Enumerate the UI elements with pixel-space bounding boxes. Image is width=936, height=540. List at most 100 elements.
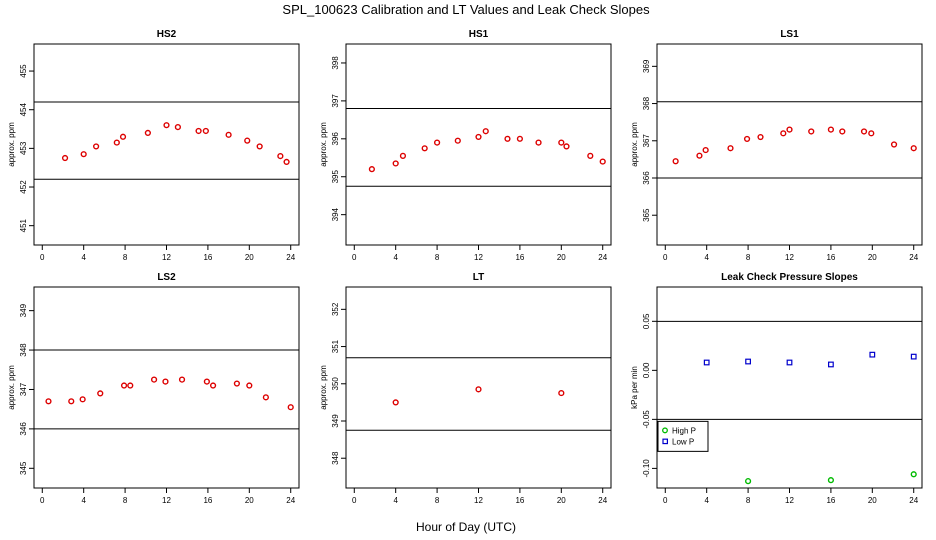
data-point — [392, 399, 399, 406]
data-point — [839, 128, 846, 135]
panels: HS2 0 4 8 12 16 20 24 451 452 453 454 455 approx. ppm… — [7, 29, 923, 505]
data-point — [283, 158, 290, 165]
panel-title: LT — [473, 272, 484, 283]
x-tick-label: 24 — [909, 253, 918, 262]
x-tick-label: 16 — [515, 253, 524, 262]
y-axis-label: approx. ppm — [630, 122, 639, 167]
data-point — [233, 380, 240, 387]
data-point — [119, 133, 127, 140]
data-point — [202, 127, 209, 135]
y-tick-label: 348 — [331, 451, 340, 465]
y-tick-label: 369 — [642, 59, 651, 73]
x-tick-label: 20 — [557, 253, 566, 262]
x-tick-label: 12 — [474, 496, 483, 505]
data-point — [910, 145, 917, 152]
data-point — [827, 126, 835, 133]
data-point — [516, 135, 524, 142]
data-point — [587, 152, 594, 159]
data-point — [786, 126, 793, 133]
data-point — [244, 137, 251, 144]
x-tick-label: 4 — [81, 253, 86, 262]
x-tick-label: 12 — [785, 253, 794, 262]
data-point — [780, 130, 787, 137]
data-point — [127, 382, 134, 389]
x-tick-label: 4 — [393, 253, 398, 262]
y-tick-label: 347 — [19, 382, 28, 396]
plot-frame — [345, 43, 612, 246]
data-point — [808, 128, 815, 135]
x-tick-label: 16 — [203, 253, 212, 262]
y-axis-label: approx. ppm — [7, 365, 16, 410]
x-tick-label: 20 — [245, 496, 254, 505]
data-point — [79, 396, 86, 403]
data-point — [225, 131, 232, 138]
y-tick-label: 366 — [642, 171, 651, 185]
data-point — [256, 143, 263, 150]
figure-title: SPL_100623 Calibration and LT Values and… — [282, 2, 650, 17]
data-point — [745, 358, 751, 365]
y-tick-label: 452 — [19, 180, 28, 194]
panel-1: HS1 0 4 8 12 16 20 24 394 395 396 397 398 approx. ppm — [319, 29, 612, 262]
plot-frame — [656, 43, 923, 246]
data-point — [120, 382, 128, 389]
data-point — [433, 139, 441, 146]
data-point — [910, 353, 917, 360]
data-point — [890, 141, 898, 148]
x-tick-label: 20 — [868, 496, 877, 505]
x-tick-label: 24 — [909, 496, 918, 505]
x-tick-label: 4 — [81, 496, 86, 505]
figure-x-label: Hour of Day (UTC) — [416, 520, 516, 534]
data-point — [392, 160, 399, 167]
panel-title: LS1 — [780, 29, 799, 40]
data-point — [475, 386, 482, 393]
data-point — [93, 143, 100, 150]
x-tick-label: 0 — [40, 496, 45, 505]
y-axis-label: kPa per min — [630, 366, 639, 409]
y-axis-label: approx. ppm — [7, 122, 16, 167]
y-tick-label: 345 — [19, 461, 28, 475]
x-tick-label: 12 — [162, 496, 171, 505]
legend-marker — [662, 438, 669, 445]
x-tick-label: 16 — [515, 496, 524, 505]
panel-title: HS2 — [157, 29, 177, 40]
data-point — [287, 404, 294, 411]
data-point — [45, 398, 52, 405]
x-tick-label: 4 — [393, 496, 398, 505]
data-point — [744, 478, 752, 485]
y-tick-label: 351 — [331, 339, 340, 353]
legend-label: Low P — [672, 437, 694, 446]
y-tick-label: 349 — [331, 414, 340, 428]
data-point — [860, 128, 868, 135]
x-tick-label: 20 — [868, 253, 877, 262]
y-tick-label: 350 — [331, 377, 340, 391]
data-point — [80, 151, 87, 158]
x-tick-label: 16 — [826, 496, 835, 505]
panel-5: Leak Check Pressure Slopes 0 4 8 12 16 20 24 -0.… — [630, 272, 923, 505]
plot-frame — [33, 286, 300, 489]
data-point — [262, 394, 269, 401]
data-point — [174, 124, 181, 131]
y-tick-label: 453 — [19, 141, 28, 155]
data-point — [162, 378, 169, 385]
data-point — [97, 390, 104, 397]
panel-title: Leak Check Pressure Slopes — [721, 272, 858, 283]
data-point — [535, 139, 542, 146]
x-tick-label: 12 — [785, 496, 794, 505]
data-point — [61, 154, 69, 162]
y-tick-label: 349 — [19, 303, 28, 317]
y-tick-label: 365 — [642, 208, 651, 222]
x-tick-label: 20 — [245, 253, 254, 262]
x-tick-label: 24 — [286, 496, 295, 505]
data-point — [144, 129, 151, 137]
y-tick-label: 451 — [19, 218, 28, 232]
x-tick-label: 8 — [746, 496, 751, 505]
x-tick-label: 4 — [704, 496, 709, 505]
x-tick-label: 0 — [663, 253, 668, 262]
data-point — [113, 139, 120, 146]
data-point — [743, 135, 751, 143]
data-point — [454, 137, 461, 144]
x-tick-label: 0 — [352, 496, 357, 505]
x-tick-label: 8 — [123, 253, 128, 262]
data-point — [827, 477, 835, 484]
y-tick-label: 346 — [19, 422, 28, 436]
